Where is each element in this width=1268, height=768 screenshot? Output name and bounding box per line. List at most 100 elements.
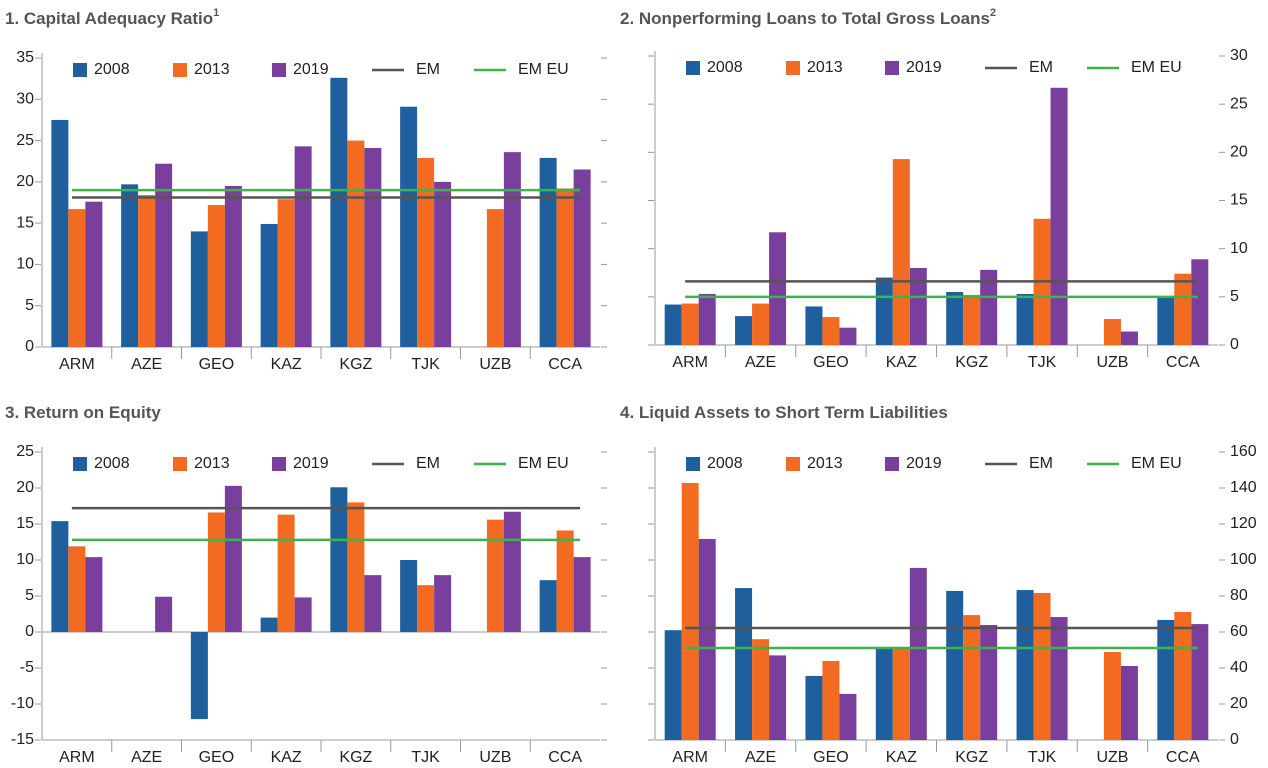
title-text: 3. Return on Equity [5, 403, 161, 422]
bar [1050, 87, 1068, 345]
bar [664, 304, 682, 345]
bar [400, 106, 418, 348]
bar [1103, 651, 1121, 740]
x-tick-label: KGZ [955, 354, 988, 371]
bar [539, 580, 557, 632]
y-tick-label: 0 [25, 338, 34, 355]
y-tick-label: 120 [1230, 515, 1257, 532]
bar [539, 157, 557, 347]
bar [503, 152, 521, 347]
legend-swatch [885, 457, 899, 471]
y-tick-label: -15 [11, 731, 34, 748]
bar [980, 624, 998, 740]
bar [698, 293, 716, 345]
title-text: 4. Liquid Assets to Short Term Liabiliti… [620, 403, 948, 422]
bar [681, 482, 699, 740]
bar [364, 148, 382, 347]
legend-label: 2019 [293, 455, 329, 472]
legend-label: 2008 [707, 59, 743, 76]
y-tick-label: 30 [16, 91, 34, 108]
bar [1157, 297, 1175, 345]
legend-swatch [786, 61, 800, 75]
bar [434, 575, 452, 632]
x-tick-label: GEO [813, 354, 849, 371]
legend-swatch [173, 63, 187, 77]
y-tick-label: 25 [16, 443, 34, 460]
bar [1157, 619, 1175, 740]
bar [85, 201, 103, 347]
legend-label: 2019 [293, 61, 329, 78]
bar [735, 588, 753, 740]
bar [946, 292, 964, 345]
bar [486, 209, 504, 347]
bar [573, 557, 591, 632]
x-tick-label: ARM [672, 749, 708, 766]
bar [822, 317, 840, 345]
title-superscript: 1 [213, 7, 219, 19]
x-tick-label: UZB [479, 749, 511, 766]
y-tick-label: -5 [20, 659, 34, 676]
bar [155, 596, 173, 632]
y-tick-label: 5 [1230, 288, 1239, 305]
bar [68, 546, 86, 632]
legend-label: EM EU [518, 61, 569, 78]
panel-title: 2. Nonperforming Loans to Total Gross Lo… [620, 7, 996, 29]
bar [1120, 666, 1138, 740]
x-tick-label: CCA [548, 749, 582, 766]
x-tick-label: GEO [199, 749, 235, 766]
bar [260, 223, 278, 347]
bar [1120, 331, 1138, 345]
x-tick-label: CCA [1166, 354, 1200, 371]
x-tick-label: KGZ [955, 749, 988, 766]
bar [51, 521, 69, 632]
y-tick-label: 5 [25, 587, 34, 604]
bar [805, 675, 823, 740]
bar [364, 575, 382, 632]
x-tick-label: UZB [479, 356, 511, 373]
y-tick-label: -10 [11, 695, 34, 712]
y-tick-label: 25 [1230, 95, 1248, 112]
bar [85, 557, 103, 632]
legend-label: 2013 [194, 455, 230, 472]
legend-swatch [272, 63, 286, 77]
x-tick-label: GEO [199, 356, 235, 373]
bar [434, 181, 452, 347]
x-tick-label: KAZ [886, 354, 917, 371]
x-tick-label: KAZ [271, 356, 302, 373]
bar [190, 632, 208, 720]
panel-title: 3. Return on Equity [5, 403, 161, 422]
y-tick-label: 10 [16, 551, 34, 568]
legend-swatch [686, 457, 700, 471]
bar [769, 655, 787, 740]
legend-swatch [173, 457, 187, 471]
y-tick-label: 15 [16, 515, 34, 532]
bar [277, 514, 295, 632]
bar [330, 77, 348, 348]
x-tick-label: TJK [411, 356, 440, 373]
bar [347, 502, 365, 632]
x-tick-label: AZE [131, 356, 162, 373]
legend-label: EM EU [518, 455, 569, 472]
y-tick-label: 30 [1230, 47, 1248, 64]
bar [909, 567, 927, 740]
legend-label: 2008 [707, 455, 743, 472]
x-tick-label: AZE [131, 749, 162, 766]
bar [875, 277, 893, 345]
x-tick-label: KAZ [271, 749, 302, 766]
x-tick-label: CCA [548, 356, 582, 373]
bar [190, 231, 208, 347]
bar [681, 303, 699, 345]
y-tick-label: 20 [1230, 144, 1248, 161]
x-tick-label: TJK [411, 749, 440, 766]
y-tick-label: 160 [1230, 443, 1257, 460]
x-tick-label: AZE [745, 749, 776, 766]
bar [892, 646, 910, 740]
panel-title: 4. Liquid Assets to Short Term Liabiliti… [620, 403, 948, 422]
bar [207, 204, 225, 347]
y-tick-label: 10 [16, 256, 34, 273]
legend-label: 2008 [94, 61, 130, 78]
y-tick-label: 60 [1230, 623, 1248, 640]
y-tick-label: 25 [16, 132, 34, 149]
bar [839, 693, 857, 740]
bar [417, 585, 435, 632]
